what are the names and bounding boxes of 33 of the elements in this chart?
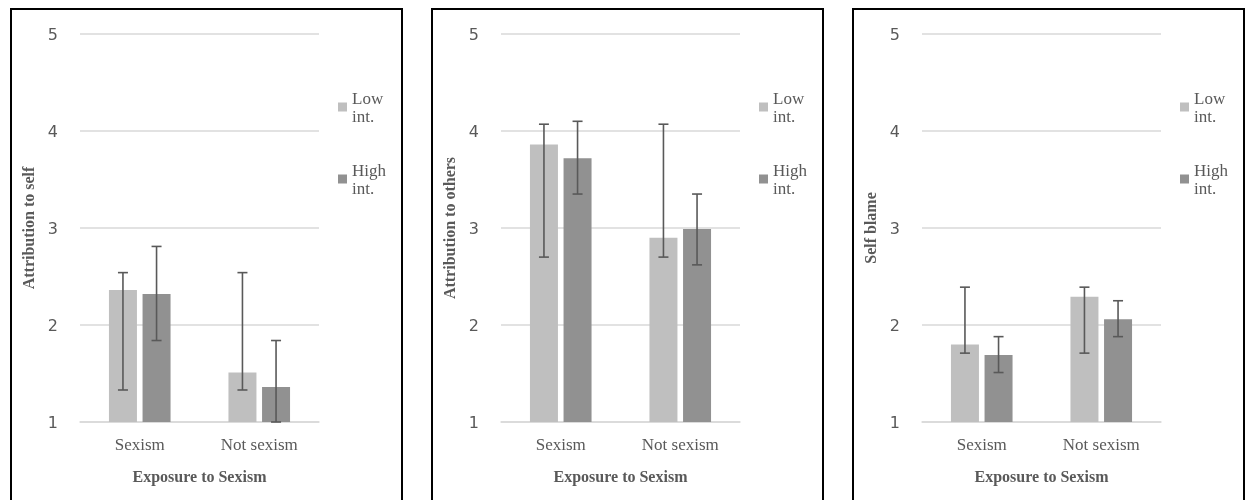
legend-label: Low int. (1194, 88, 1230, 126)
y-tick-label: 1 (47, 412, 58, 432)
x-axis-title: Exposure to Sexism (974, 467, 1110, 486)
y-tick-label: 5 (47, 24, 58, 44)
y-tick-label: 3 (468, 218, 479, 238)
legend-label: Low int. (352, 88, 388, 126)
y-tick-label: 5 (468, 24, 479, 44)
y-tick-label: 4 (889, 121, 900, 141)
x-tick-label: Sexism (114, 435, 165, 454)
legend-label: High int. (352, 160, 391, 198)
x-axis-title: Exposure to Sexism (132, 467, 268, 486)
legend-label: High int. (773, 160, 812, 198)
x-tick-label: Not sexism (641, 435, 719, 454)
y-axis-title: Attribution to self (20, 166, 38, 290)
y-tick-label: 2 (889, 315, 900, 335)
y-tick-label: 2 (468, 315, 479, 335)
y-tick-label: 4 (468, 121, 479, 141)
y-tick-label: 4 (47, 121, 58, 141)
y-tick-label: 3 (47, 218, 58, 238)
x-tick-label: Not sexism (1062, 435, 1140, 454)
legend-label: Low int. (773, 88, 809, 126)
x-tick-label: Sexism (956, 435, 1007, 454)
x-tick-label: Not sexism (220, 435, 298, 454)
y-tick-label: 1 (889, 412, 900, 432)
x-axis-title: Exposure to Sexism (553, 467, 689, 486)
y-tick-label: 2 (47, 315, 58, 335)
y-axis-title: Attribution to others (441, 156, 459, 300)
y-tick-label: 5 (889, 24, 900, 44)
y-tick-label: 1 (468, 412, 479, 432)
y-tick-label: 3 (889, 218, 900, 238)
x-tick-label: Sexism (535, 435, 586, 454)
y-axis-title: Self blame (862, 192, 880, 264)
legend-label: High int. (1194, 160, 1233, 198)
